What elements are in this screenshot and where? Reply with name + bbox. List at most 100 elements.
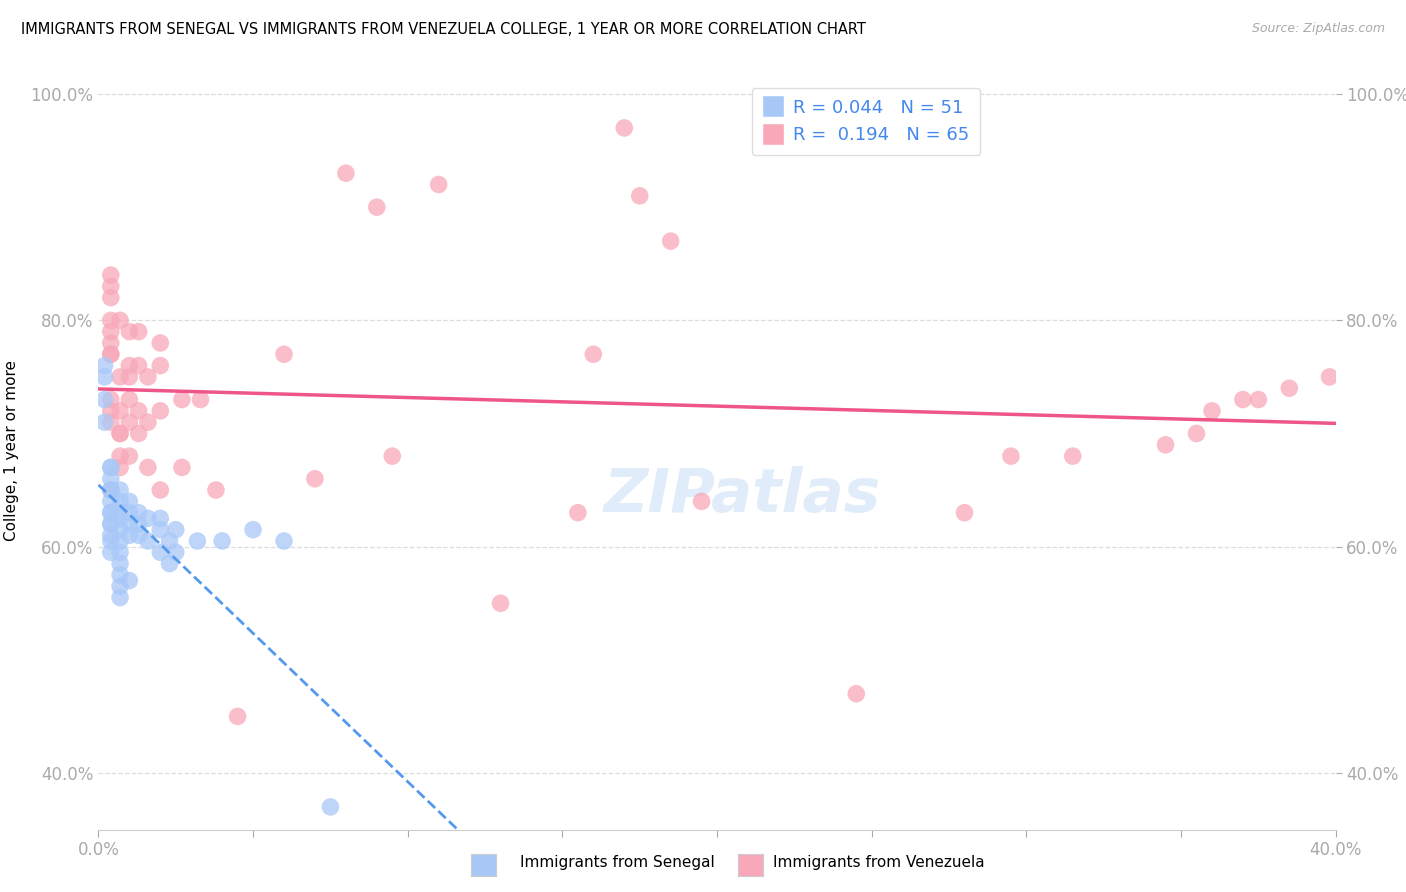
Point [136, 511, 159, 525]
Point [100, 494, 122, 508]
Point [100, 528, 122, 542]
Point [273, 347, 295, 361]
Point [1232, 392, 1254, 407]
Point [100, 268, 122, 282]
Point [136, 415, 159, 429]
Point [165, 523, 187, 537]
Point [100, 506, 122, 520]
Point [108, 313, 131, 327]
Point [100, 483, 122, 497]
Point [659, 234, 682, 248]
Point [128, 506, 150, 520]
Text: ZIPatlas: ZIPatlas [603, 467, 880, 525]
Point [136, 460, 159, 475]
Point [427, 178, 450, 192]
Point [159, 533, 181, 548]
Point [118, 325, 141, 339]
Point [108, 557, 131, 571]
Point [93, 359, 115, 373]
Point [128, 359, 150, 373]
Point [953, 506, 976, 520]
Text: Source: ZipAtlas.com: Source: ZipAtlas.com [1251, 22, 1385, 36]
Point [567, 506, 589, 520]
Point [149, 483, 172, 497]
Point [118, 494, 141, 508]
Point [100, 483, 122, 497]
Point [100, 313, 122, 327]
Point [170, 460, 193, 475]
Point [628, 189, 651, 203]
Point [613, 120, 636, 135]
Point [108, 523, 131, 537]
Point [100, 404, 122, 418]
Point [381, 834, 404, 848]
Point [211, 533, 233, 548]
Point [186, 533, 208, 548]
Point [100, 291, 122, 305]
Point [1000, 449, 1022, 463]
Point [100, 347, 122, 361]
Point [118, 506, 141, 520]
Point [128, 426, 150, 441]
Point [1247, 392, 1270, 407]
Point [118, 415, 141, 429]
Point [1062, 449, 1084, 463]
Point [108, 426, 131, 441]
Point [93, 415, 115, 429]
Point [159, 557, 181, 571]
Point [170, 392, 193, 407]
Point [242, 523, 264, 537]
Point [136, 370, 159, 384]
Point [108, 579, 131, 593]
Point [108, 426, 131, 441]
Point [118, 392, 141, 407]
Point [100, 483, 122, 497]
Point [381, 449, 404, 463]
Point [100, 506, 122, 520]
Point [118, 449, 141, 463]
Point [335, 166, 357, 180]
Point [108, 370, 131, 384]
Point [100, 516, 122, 531]
Point [100, 472, 122, 486]
Point [118, 574, 141, 588]
Point [100, 545, 122, 559]
Point [100, 392, 122, 407]
Point [128, 528, 150, 542]
Point [108, 404, 131, 418]
Point [190, 392, 212, 407]
Point [100, 279, 122, 293]
Point [136, 533, 159, 548]
Point [100, 516, 122, 531]
Point [118, 370, 141, 384]
Point [205, 483, 228, 497]
Point [273, 533, 295, 548]
Point [582, 347, 605, 361]
Point [108, 506, 131, 520]
Point [1319, 370, 1341, 384]
Point [1201, 404, 1223, 418]
Point [108, 494, 131, 508]
Point [149, 359, 172, 373]
Point [108, 449, 131, 463]
Point [108, 545, 131, 559]
Point [226, 709, 249, 723]
Point [100, 533, 122, 548]
Point [108, 591, 131, 605]
Point [1185, 426, 1208, 441]
Point [1154, 438, 1177, 452]
Legend: R = 0.044   N = 51, R =  0.194   N = 65: R = 0.044 N = 51, R = 0.194 N = 65 [752, 88, 980, 154]
Point [690, 494, 713, 508]
Point [149, 523, 172, 537]
Point [118, 359, 141, 373]
Point [304, 472, 326, 486]
Point [100, 335, 122, 350]
Point [149, 545, 172, 559]
Point [845, 687, 868, 701]
Point [149, 335, 172, 350]
Point [489, 596, 512, 610]
Point [128, 325, 150, 339]
Y-axis label: College, 1 year or more: College, 1 year or more [4, 360, 20, 541]
Point [108, 568, 131, 582]
Text: Immigrants from Venezuela: Immigrants from Venezuela [773, 855, 986, 870]
